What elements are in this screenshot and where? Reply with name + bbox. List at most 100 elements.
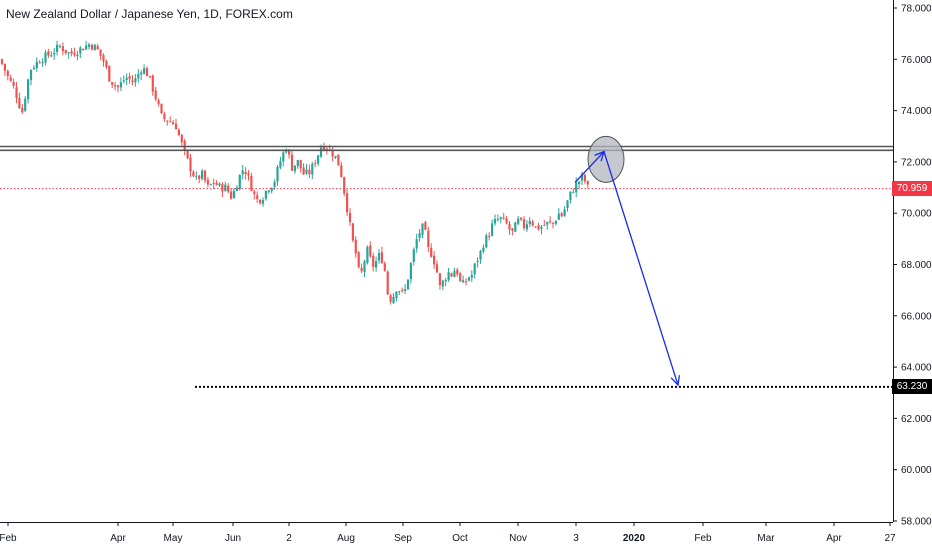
- candle-body: [502, 217, 505, 219]
- candle-body: [218, 183, 221, 186]
- current-price-label: 70.959: [892, 181, 932, 197]
- candle-body: [267, 190, 270, 192]
- candle-body: [331, 150, 334, 157]
- candle-body: [41, 62, 44, 64]
- candle-body: [154, 90, 157, 100]
- candle-body: [140, 72, 143, 75]
- price-axis: 78.000 76.000 74.000 72.000 70.000 68.000 66.0…: [893, 0, 932, 528]
- candle-body: [319, 147, 323, 157]
- time-axis: Feb Apr May Jun 2 Aug Sep Oct Nov 3 2020 Feb Mar Apr 2…: [0, 522, 896, 544]
- candle-body: [174, 123, 178, 130]
- candle-body: [325, 148, 328, 151]
- candle-body: [372, 255, 375, 267]
- candle-body: [511, 228, 514, 231]
- candle-body: [525, 224, 528, 230]
- candle-body: [224, 184, 227, 192]
- candle-body: [261, 200, 265, 204]
- candle-body: [395, 291, 398, 299]
- candle-body: [125, 77, 128, 80]
- candle-body: [549, 221, 552, 223]
- candle-body: [151, 75, 154, 92]
- candle-body: [99, 49, 102, 56]
- candle-body: [479, 251, 482, 260]
- candle-body: [496, 219, 499, 221]
- candle-body: [464, 281, 468, 283]
- candle-body: [578, 181, 581, 184]
- candle-body: [259, 199, 262, 203]
- candle-body: [569, 191, 572, 201]
- candle-body: [369, 245, 372, 257]
- candle-body: [61, 46, 64, 52]
- candle-body: [145, 68, 149, 77]
- candle-body: [348, 212, 352, 222]
- candle-body: [238, 174, 241, 189]
- candle-body: [531, 221, 534, 226]
- candle-body: [285, 150, 288, 153]
- candle-body: [177, 130, 180, 135]
- candle-body: [563, 209, 566, 216]
- candle-body: [296, 160, 299, 167]
- candle-body: [157, 100, 160, 105]
- candle-body: [122, 80, 125, 82]
- candle-body: [166, 120, 169, 122]
- candle-body: [131, 80, 134, 82]
- candle-body: [546, 221, 549, 225]
- time-tick-label: Jun: [225, 533, 241, 544]
- candle-body: [201, 170, 204, 179]
- candle-body: [528, 220, 531, 225]
- arrow-head: [594, 150, 606, 162]
- candle-body: [27, 79, 30, 100]
- time-tick-label: Feb: [0, 533, 17, 544]
- time-tick-label: 2: [286, 533, 292, 544]
- candle-body: [459, 273, 462, 282]
- candle-body: [386, 271, 389, 295]
- candle-body: [180, 134, 183, 143]
- candle-body: [421, 223, 424, 235]
- candle-body: [35, 61, 38, 69]
- candle-body: [148, 76, 151, 78]
- candle-body: [293, 165, 296, 172]
- candle-body: [351, 223, 354, 241]
- time-tick-label: Apr: [110, 533, 126, 544]
- candle-body: [493, 218, 497, 224]
- candle-body: [221, 184, 224, 192]
- target-price-label: 63.230: [892, 379, 932, 395]
- candle-body: [456, 269, 459, 275]
- candle-body: [215, 182, 218, 186]
- candle-body: [357, 252, 360, 268]
- time-tick-label: May: [164, 533, 183, 544]
- candle-body: [491, 223, 494, 236]
- price-tick-label: 62.000: [901, 414, 932, 425]
- candle-body: [482, 247, 485, 252]
- candle-body: [67, 52, 70, 54]
- candles-layer: [0, 40, 589, 305]
- candle-body: [232, 191, 236, 199]
- candle-body: [18, 98, 21, 108]
- candle-body: [209, 184, 212, 186]
- candle-body: [276, 166, 279, 182]
- candle-body: [557, 213, 560, 220]
- candle-body: [87, 44, 91, 47]
- arrow-head: [670, 375, 681, 387]
- candle-body: [389, 295, 392, 302]
- candle-body: [537, 225, 540, 230]
- candle-body: [380, 252, 383, 264]
- candle-body: [305, 169, 308, 174]
- price-tick-label: 60.000: [901, 465, 932, 476]
- candle-body: [517, 218, 520, 224]
- drawings-layer: [0, 135, 893, 388]
- time-tick-label: Feb: [694, 533, 712, 544]
- price-tick-label: 78.000: [901, 4, 932, 15]
- candle-body: [418, 233, 421, 238]
- candle-body: [583, 174, 586, 182]
- candle-body: [102, 55, 105, 62]
- candle-body: [444, 280, 447, 282]
- candle-body: [73, 52, 76, 56]
- candle-body: [160, 103, 163, 114]
- price-tick-label: 66.000: [901, 311, 932, 322]
- candle-body: [383, 263, 386, 271]
- candle-body: [435, 264, 439, 273]
- candle-body: [90, 44, 93, 50]
- candle-body: [453, 271, 456, 278]
